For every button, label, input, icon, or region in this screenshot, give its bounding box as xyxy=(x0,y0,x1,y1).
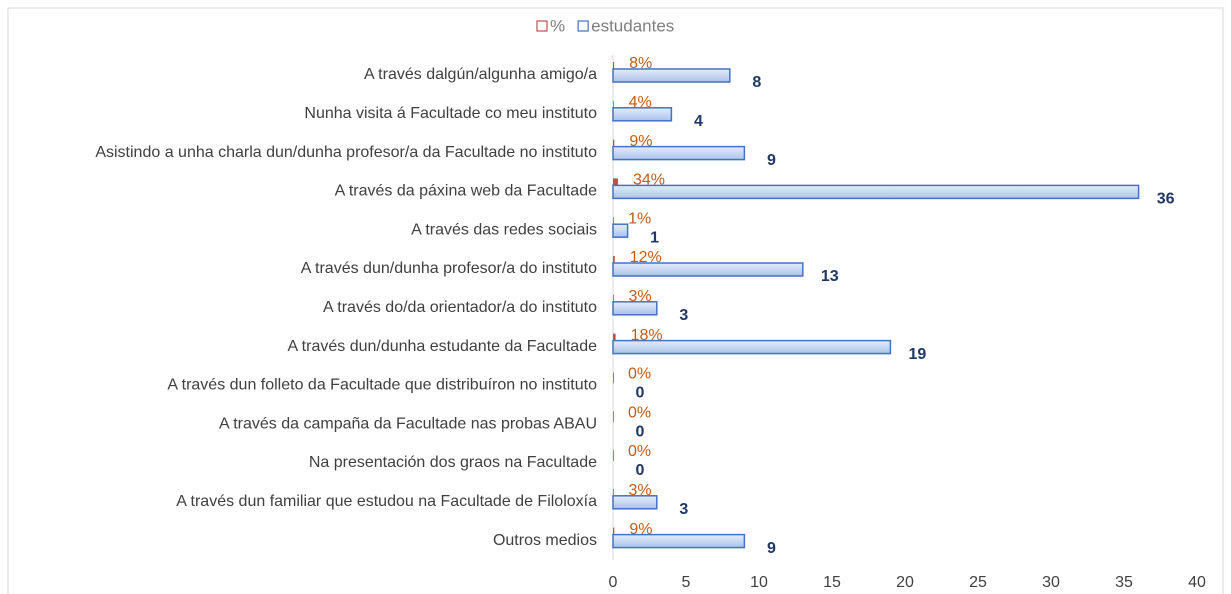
count-label: 9 xyxy=(767,540,776,557)
x-tick-label: 15 xyxy=(823,574,841,591)
percent-label: 3% xyxy=(628,288,651,305)
bar-percent xyxy=(613,294,614,306)
x-tick-label: 30 xyxy=(1042,574,1060,591)
percent-label: 34% xyxy=(633,172,665,189)
y-tick-label: A través dun/dunha estudante da Facultad… xyxy=(287,338,597,355)
count-label: 0 xyxy=(636,423,645,440)
count-label: 9 xyxy=(767,152,776,169)
bar-percent xyxy=(613,372,614,384)
bar-students xyxy=(612,301,658,316)
y-tick-label: Asistindo a unha charla dun/dunha profes… xyxy=(95,144,597,161)
percent-label: 8% xyxy=(629,55,652,72)
count-label: 8 xyxy=(752,74,761,91)
bar-students xyxy=(612,223,629,238)
x-tick-label: 35 xyxy=(1115,574,1133,591)
bar-students xyxy=(612,184,1140,200)
bar-percent xyxy=(613,527,615,539)
bar-percent xyxy=(613,488,614,500)
bar-students xyxy=(612,145,746,161)
x-tick-label: 25 xyxy=(969,574,987,591)
count-label: 4 xyxy=(694,113,703,130)
count-label: 1 xyxy=(650,229,659,246)
y-tick-label: Na presentación dos graos na Facultade xyxy=(309,454,597,471)
bar-percent xyxy=(613,256,615,267)
percent-label: 9% xyxy=(629,133,652,150)
legend-swatch xyxy=(577,20,589,32)
count-label: 36 xyxy=(1157,191,1175,208)
count-label: 0 xyxy=(636,385,645,402)
count-label: 0 xyxy=(636,462,645,479)
y-tick-label: A través do/da orientador/a do instituto xyxy=(323,299,597,316)
count-label: 3 xyxy=(679,501,688,518)
count-label: 13 xyxy=(821,268,839,285)
count-label: 3 xyxy=(679,307,688,324)
y-tick-label: Nunha visita á Facultade co meu institut… xyxy=(304,105,597,122)
legend-label: % xyxy=(550,16,565,35)
percent-label: 18% xyxy=(631,327,663,344)
percent-label: 3% xyxy=(628,482,651,499)
legend-swatch xyxy=(536,20,548,32)
y-tick-label: A través dun folleto da Facultade que di… xyxy=(167,377,597,394)
percent-label: 0% xyxy=(628,443,651,460)
bar-students xyxy=(612,495,658,510)
y-tick-label: A través dalgún/algunha amigo/a xyxy=(364,66,597,83)
bar-students xyxy=(612,262,804,277)
y-tick-label: A través da páxina web da Facultade xyxy=(335,183,597,200)
bar-percent xyxy=(613,62,615,73)
percent-label: 9% xyxy=(629,521,652,538)
x-tick-label: 0 xyxy=(609,574,618,591)
x-tick-label: 10 xyxy=(750,574,768,591)
y-tick-label: A través da campaña da Facultade nas pro… xyxy=(219,415,597,432)
bar-students xyxy=(612,107,673,122)
bar-percent xyxy=(613,333,616,345)
y-tick-label: A través dun familiar que estudou na Fac… xyxy=(176,493,597,510)
bar-percent xyxy=(613,217,614,229)
bar-percent xyxy=(613,100,614,112)
bar-students xyxy=(612,533,746,549)
percent-label: 0% xyxy=(628,404,651,421)
x-tick-label: 5 xyxy=(682,574,691,591)
percent-label: 4% xyxy=(629,94,652,111)
x-tick-label: 40 xyxy=(1188,574,1206,591)
percent-label: 1% xyxy=(628,210,651,227)
bar-percent xyxy=(613,139,615,151)
y-tick-label: A través dun/dunha profesor/a do institu… xyxy=(301,260,597,277)
legend-label: estudantes xyxy=(591,16,674,35)
y-tick-label: Outros medios xyxy=(493,532,597,549)
bar-percent xyxy=(613,178,618,190)
bar-students xyxy=(612,68,731,83)
x-tick-label: 20 xyxy=(896,574,914,591)
y-tick-label: A través das redes sociais xyxy=(411,221,597,238)
bar-students xyxy=(612,339,892,355)
percent-label: 0% xyxy=(628,366,651,383)
bar-percent xyxy=(613,450,614,461)
percent-label: 12% xyxy=(630,249,662,266)
bar-percent xyxy=(613,411,614,423)
count-label: 19 xyxy=(909,346,927,363)
